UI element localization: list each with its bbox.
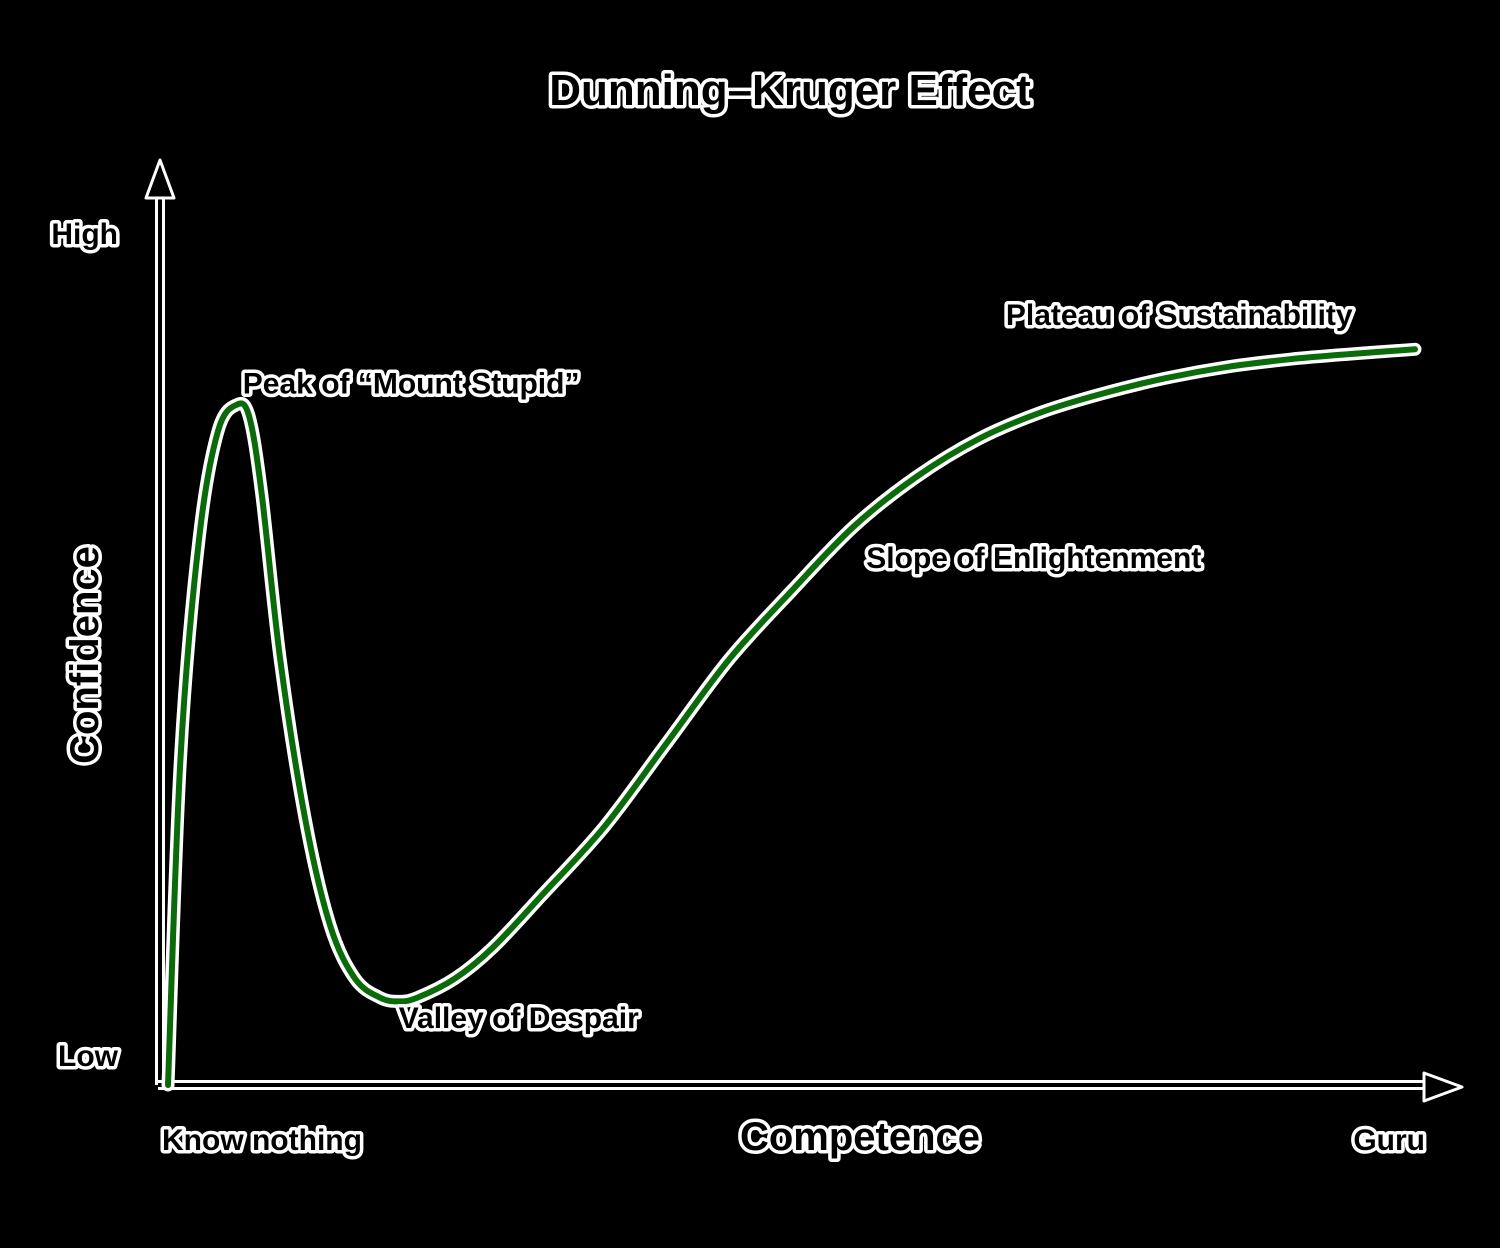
x-tick-label-guru: Guru: [1353, 1124, 1425, 1157]
x-axis-title: Competence: [740, 1115, 980, 1159]
annotation-plateau: Plateau of Sustainability: [1006, 299, 1353, 332]
annotation-valley: Valley of Despair: [399, 1002, 639, 1035]
x-axis-arrow-icon: [1422, 1071, 1464, 1103]
annotation-peak: Peak of “Mount Stupid”: [243, 367, 580, 400]
series-layer: [161, 342, 1422, 1092]
annotation-slope: Slope of Enlightenment: [866, 542, 1201, 575]
x-tick-label-know-nothing: Know nothing: [162, 1124, 362, 1157]
y-tick-label-high: High: [51, 218, 118, 251]
x-axis: [158, 1071, 1464, 1103]
y-axis-arrow-icon: [144, 158, 176, 200]
series-line: [165, 346, 1418, 1088]
y-tick-label-low: Low: [58, 1040, 119, 1073]
chart-title: Dunning–Kruger Effect: [549, 66, 1031, 115]
y-axis: [144, 158, 176, 1085]
y-axis-title: Confidence: [63, 546, 107, 764]
annotation-layer: Peak of “Mount Stupid” Valley of Despair S…: [239, 296, 1356, 1039]
